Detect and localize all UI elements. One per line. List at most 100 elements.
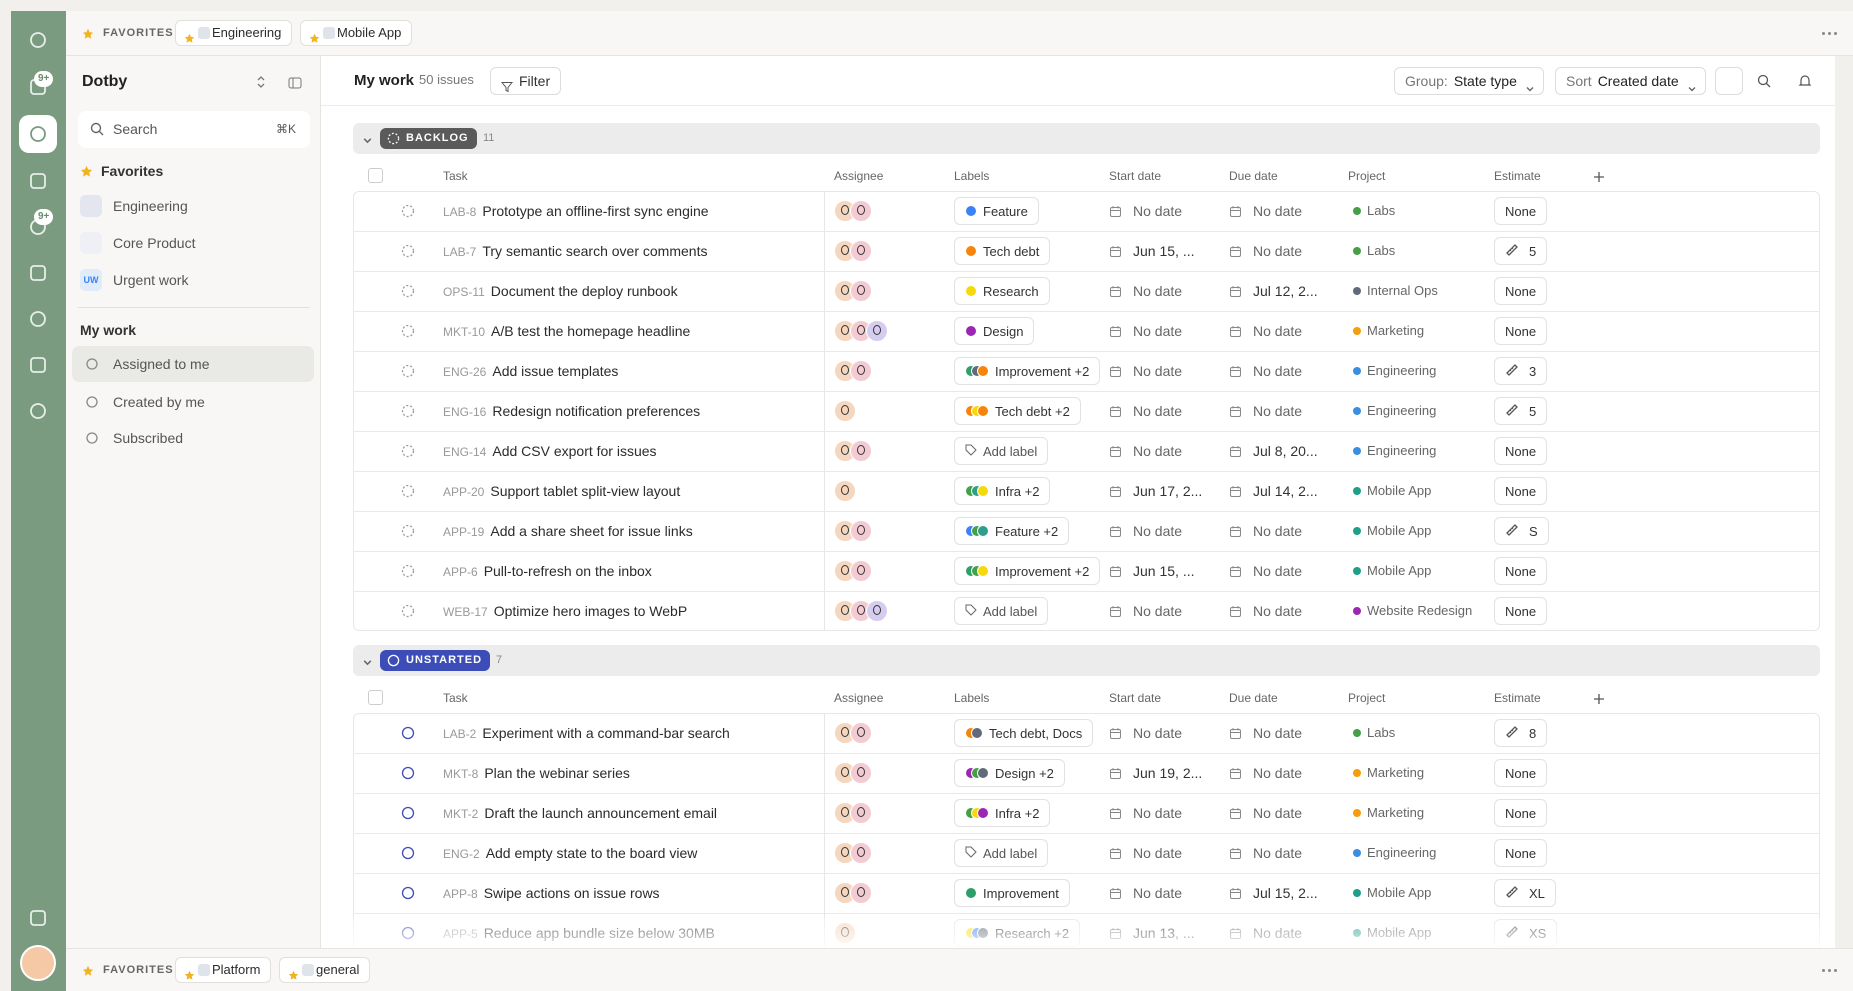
- tab[interactable]: Engineering: [175, 20, 293, 46]
- due-date: No date: [1253, 323, 1303, 339]
- estimate-pill[interactable]: 3: [1494, 357, 1548, 385]
- state-icon: [387, 132, 400, 145]
- label-pill[interactable]: Tech debt: [954, 237, 1051, 265]
- header-checkbox[interactable]: [368, 168, 383, 183]
- estimate-value: 8: [1529, 725, 1537, 741]
- estimate-pill[interactable]: None: [1494, 197, 1548, 225]
- tag-icon: [965, 604, 977, 619]
- estimate-pill[interactable]: None: [1494, 597, 1548, 625]
- estimate-pill[interactable]: None: [1494, 277, 1548, 305]
- label-pill[interactable]: Design +2: [954, 759, 1065, 787]
- tab[interactable]: general: [279, 957, 371, 983]
- task[interactable]: APP-6 Pull-to-refresh on the inbox: [443, 561, 652, 581]
- favorite-item[interactable]: Engineering: [113, 198, 188, 214]
- task[interactable]: MKT-10 A/B test the homepage headline: [443, 321, 690, 341]
- estimate-pill[interactable]: 5: [1494, 237, 1548, 265]
- state-icon-glyph: [401, 324, 415, 338]
- search-box[interactable]: Search ⌘K: [78, 111, 310, 148]
- my-work-item[interactable]: Subscribed: [113, 430, 184, 446]
- estimate-pill[interactable]: None: [1494, 317, 1548, 345]
- task[interactable]: ENG-26 Add issue templates: [443, 361, 618, 381]
- estimate-pill[interactable]: 8: [1494, 719, 1548, 747]
- row-divider: [353, 591, 1820, 592]
- header-checkbox[interactable]: [368, 690, 383, 705]
- label-pill[interactable]: Infra +2: [954, 477, 1051, 505]
- tab[interactable]: Mobile App: [300, 20, 413, 46]
- project: Labs: [1367, 203, 1396, 218]
- task[interactable]: APP-20 Support tablet split-view layout: [443, 481, 680, 501]
- task[interactable]: MKT-2 Draft the launch announcement email: [443, 803, 717, 823]
- dropdown-button[interactable]: Group: State type: [1394, 67, 1544, 95]
- rail-icon-glyph: [30, 265, 46, 281]
- bell-button[interactable]: [1798, 74, 1812, 88]
- column-header: Labels: [954, 691, 990, 705]
- task[interactable]: LAB-2 Experiment with a command-bar searc…: [443, 723, 730, 743]
- label-pill[interactable]: Improvement +2: [954, 357, 1101, 385]
- label-pill[interactable]: Feature: [954, 197, 1039, 225]
- label-dot: [977, 405, 989, 417]
- due-date: No date: [1253, 403, 1303, 419]
- task[interactable]: ENG-16 Redesign notification preferences: [443, 401, 700, 421]
- start-date: Jun 15, ...: [1133, 243, 1195, 259]
- label-pill[interactable]: Tech debt, Docs: [954, 719, 1094, 747]
- label-pill[interactable]: Add label: [954, 839, 1049, 867]
- task[interactable]: LAB-7 Try semantic search over comments: [443, 241, 707, 261]
- column-header: Assignee: [834, 169, 884, 183]
- task[interactable]: OPS-11 Document the deploy runbook: [443, 281, 678, 301]
- estimate-value: None: [1505, 845, 1537, 861]
- label-pill[interactable]: Design: [954, 317, 1035, 345]
- start-date: No date: [1133, 725, 1183, 741]
- dropdown-value: State type: [1453, 73, 1517, 89]
- task[interactable]: APP-8 Swipe actions on issue rows: [443, 883, 660, 903]
- avatar-face: [841, 285, 849, 295]
- ruler-icon: [1505, 725, 1519, 742]
- rail-icon: [28, 263, 48, 283]
- calendar-icon: [1229, 485, 1242, 498]
- start-date: Jun 15, ...: [1133, 563, 1195, 579]
- estimate-pill[interactable]: None: [1494, 477, 1548, 505]
- favorite-item[interactable]: Core Product: [113, 235, 196, 251]
- label-pill[interactable]: Add label: [954, 597, 1049, 625]
- search-button[interactable]: [1757, 74, 1771, 88]
- label-pill[interactable]: Improvement: [954, 879, 1070, 907]
- estimate-pill[interactable]: None: [1494, 799, 1548, 827]
- my-work-item[interactable]: Assigned to me: [113, 356, 210, 372]
- estimate-pill[interactable]: S: [1494, 517, 1549, 545]
- label-pill[interactable]: Infra +2: [954, 799, 1051, 827]
- estimate-pill[interactable]: None: [1494, 839, 1548, 867]
- column-header: Task: [443, 691, 468, 705]
- rail-active: [19, 115, 57, 153]
- search-placeholder: Search: [113, 121, 158, 137]
- label-pill[interactable]: Research: [954, 277, 1050, 305]
- task[interactable]: WEB-17 Optimize hero images to WebP: [443, 601, 687, 621]
- estimate-value: 5: [1529, 243, 1537, 259]
- label-pill[interactable]: Tech debt +2: [954, 397, 1081, 425]
- task[interactable]: ENG-14 Add CSV export for issues: [443, 441, 657, 461]
- issue-title: Redesign notification preferences: [492, 403, 701, 419]
- filter-button[interactable]: Filter: [490, 67, 562, 95]
- rail-icon: [28, 171, 48, 191]
- label-pill[interactable]: Feature +2: [954, 517, 1070, 545]
- task[interactable]: LAB-8 Prototype an offline-first sync eng…: [443, 201, 709, 221]
- label-pill[interactable]: Improvement +2: [954, 557, 1101, 585]
- task[interactable]: MKT-8 Plan the webinar series: [443, 763, 630, 783]
- estimate-pill[interactable]: 5: [1494, 397, 1548, 425]
- task[interactable]: ENG-2 Add empty state to the board view: [443, 843, 697, 863]
- issue-title: Experiment with a command-bar search: [482, 725, 730, 741]
- estimate-pill[interactable]: None: [1494, 437, 1548, 465]
- favorite-item[interactable]: Urgent work: [113, 272, 189, 288]
- dropdown-button[interactable]: Sort Created date: [1555, 67, 1706, 95]
- tab[interactable]: Platform: [175, 957, 272, 983]
- collapse-chevron: [362, 133, 373, 144]
- task[interactable]: APP-19 Add a share sheet for issue links: [443, 521, 693, 541]
- label-pill[interactable]: Add label: [954, 437, 1049, 465]
- estimate-pill[interactable]: None: [1494, 759, 1548, 787]
- estimate-value: 5: [1529, 403, 1537, 419]
- star: [82, 964, 94, 976]
- start-date: No date: [1133, 363, 1183, 379]
- search-shortcut: ⌘K: [276, 122, 297, 136]
- estimate-pill[interactable]: XL: [1494, 879, 1556, 907]
- my-work-item[interactable]: Created by me: [113, 394, 205, 410]
- estimate-pill[interactable]: None: [1494, 557, 1548, 585]
- settings-button[interactable]: [1715, 67, 1743, 95]
